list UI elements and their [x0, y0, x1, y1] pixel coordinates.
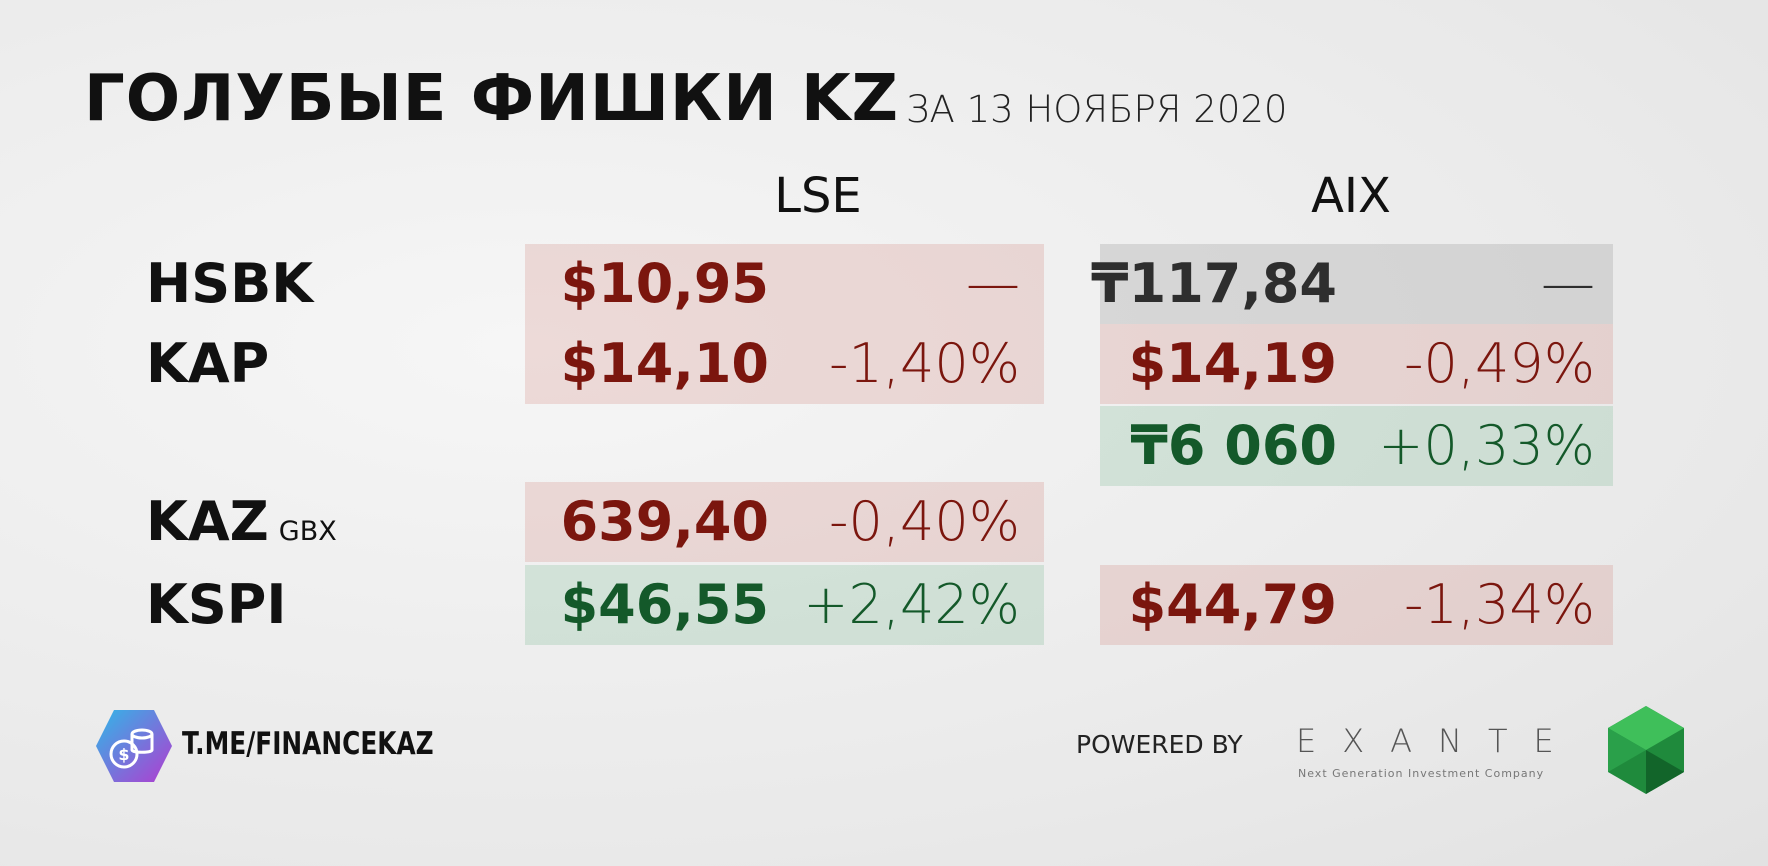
price: ₸6 060: [1130, 414, 1337, 477]
change: +0,33%: [1378, 414, 1595, 477]
price: $44,79: [1128, 573, 1337, 636]
svg-text:$: $: [118, 745, 129, 764]
quote-cell: $14,10 -1,40%: [525, 324, 1044, 404]
price: $46,55: [560, 573, 769, 636]
change: -0,40%: [828, 490, 1020, 553]
price: 639,40: [560, 490, 769, 553]
title: ГОЛУБЫЕ ФИШКИ KZ: [84, 62, 900, 136]
ticker: KSPI: [146, 573, 287, 636]
quote-cell: 639,40 -0,40%: [525, 482, 1044, 562]
brand-logo: [1608, 706, 1684, 794]
quote-cell: $44,79 -1,34%: [1100, 565, 1613, 645]
change: -1,40%: [828, 332, 1020, 395]
change: +2,42%: [803, 573, 1020, 636]
column-header: AIX: [1311, 168, 1391, 224]
brand: EXANTE: [1296, 722, 1580, 760]
channel-link[interactable]: T.ME/FINANCEKAZ: [182, 726, 434, 762]
quote-cell: $10,95 —: [525, 244, 1044, 324]
channel-logo: $: [96, 710, 172, 782]
column-header: LSE: [774, 168, 862, 224]
price: $14,19: [1128, 332, 1337, 395]
quote-cell: ₸6 060 +0,33%: [1100, 406, 1613, 486]
ticker: HSBK: [146, 252, 314, 315]
quote-cell: $46,55 +2,42%: [525, 565, 1044, 645]
price: ₸117,84: [1091, 252, 1337, 315]
change: —: [1541, 252, 1595, 315]
unit: GBX: [278, 516, 337, 547]
powered-by: POWERED BY: [1076, 730, 1243, 759]
subtitle: ЗА 13 НОЯБРЯ 2020: [906, 88, 1288, 131]
price: $10,95: [560, 252, 769, 315]
quote-cell: $14,19 -0,49%: [1100, 324, 1613, 404]
change: —: [966, 252, 1020, 315]
price: $14,10: [560, 332, 769, 395]
change: -0,49%: [1403, 332, 1595, 395]
tagline: Next Generation Investment Company: [1298, 767, 1545, 780]
quote-cell: ₸117,84 —: [1091, 244, 1613, 324]
change: -1,34%: [1403, 573, 1595, 636]
ticker: KAZ GBX: [146, 490, 337, 553]
ticker: KAP: [146, 332, 270, 395]
